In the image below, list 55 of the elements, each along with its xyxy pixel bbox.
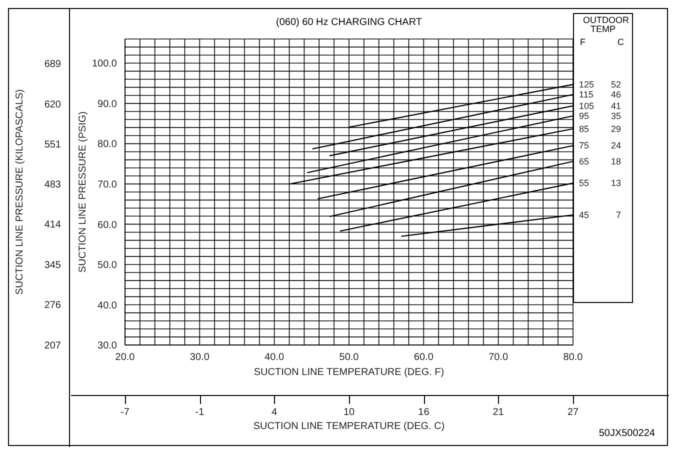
y2-tick-label: 620 [44,99,62,110]
x-tick-label: 40.0 [264,352,284,364]
series-label: 65 [579,156,590,166]
x2-tick-label: -7 [120,407,130,418]
series-label: 95 [579,110,590,121]
text: 7 [616,210,621,220]
y-tick-label: 30.0 [98,340,118,352]
x-tick-label: 50.0 [339,352,360,364]
y-tick-label: 50.0 [98,260,118,272]
y2-tick-label: 414 [44,220,62,231]
x2-tick-label: 27 [566,407,580,418]
series-label: 85 [579,124,590,134]
y2-axis-title: SUCTION LINE PRESSURE (KILOPASCALS) [14,89,26,295]
y-tick-label: 90.0 [98,98,118,110]
series-label: 45 [579,210,590,220]
y-tick-label: 80.0 [98,139,118,150]
chart-title: (060) 60 Hz CHARGING CHART [275,17,423,28]
y-tick-label: 100.0 [92,58,118,70]
x-tick-label: 20.0 [115,352,136,364]
y2-tick-label: 551 [44,140,62,151]
x2-tick-label: 16 [417,407,430,418]
text: 46 [610,90,621,100]
x-tick-label: 70.0 [488,352,508,364]
series-label: 75 [579,140,590,151]
x-axis-title: SUCTION LINE TEMPERATURE (DEG. F) [254,367,444,378]
x2-tick-label: 10 [342,407,356,418]
y2-tick-label: 207 [44,340,62,352]
text: 24 [610,140,621,151]
y2-tick-label: 276 [44,300,62,312]
x2-tick-label: 4 [270,407,278,418]
y2-tick-label: 689 [44,59,62,70]
series-label: 125 [579,79,594,90]
y-axis-title: SUCTION LINE PRESSURE (PSIG) [78,111,89,273]
series-label: 55 [579,178,590,188]
y2-tick-label: 345 [44,260,62,271]
x2-axis-title: SUCTION LINE TEMPERATURE (DEG. C) [252,421,446,432]
text: 41 [610,100,621,111]
text: 29 [610,124,621,134]
text: 13 [610,178,621,188]
y-tick-label: 60.0 [98,220,118,231]
text: 52 [610,79,621,90]
text: 35 [610,110,621,121]
x2-tick-label: -1 [194,407,206,418]
x-tick-label: 80.0 [563,352,584,364]
y-tick-label: 70.0 [98,179,118,190]
x-tick-label: 30.0 [190,352,210,364]
y-tick-label: 40.0 [98,300,118,312]
text: 18 [610,156,621,166]
x-tick-label: 60.0 [414,352,434,364]
y2-tick-label: 483 [44,179,62,190]
series-label: 115 [579,90,594,100]
series-label: 105 [579,100,594,111]
text: 50JX500224 [598,428,655,439]
x2-tick-label: 21 [492,407,505,418]
legend-title: OUTDOOR TEMP [583,15,629,34]
